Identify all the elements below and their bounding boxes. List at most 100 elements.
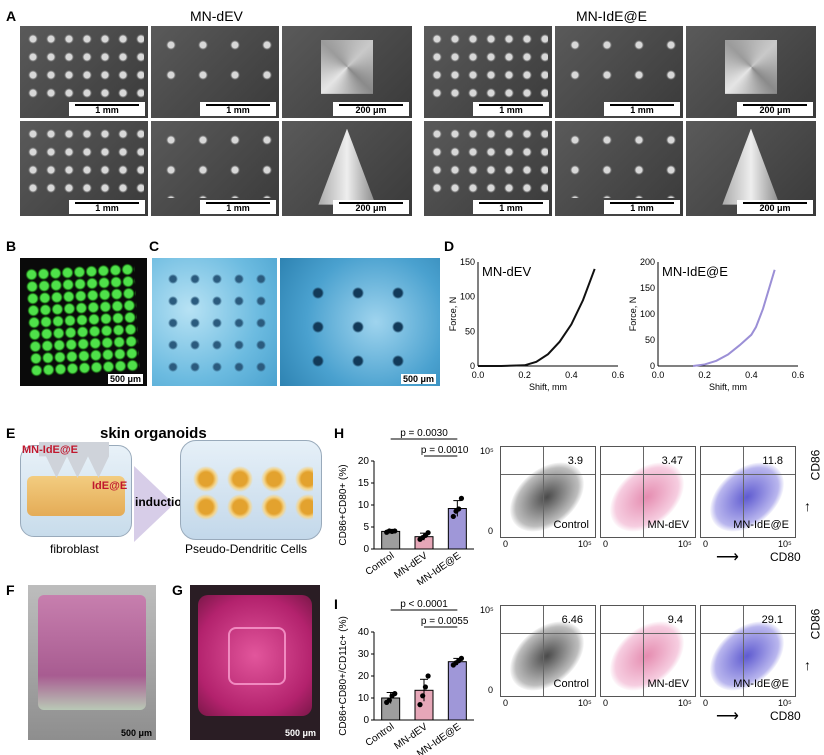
- flow-x-tick: 10⁵: [578, 698, 592, 708]
- up-arrow-icon: ↑: [804, 498, 811, 514]
- flow-plot: 3.9 Control: [500, 446, 596, 538]
- gate-percentage: 9.4: [667, 614, 683, 626]
- scale-bar: 200 μm: [333, 102, 409, 116]
- microneedle-closeup: [321, 40, 373, 94]
- scale-bar: 1 mm: [604, 200, 680, 214]
- y-tick-label: 20: [358, 671, 370, 682]
- flow-x-tick: 0: [703, 539, 709, 549]
- scale-bar: 200 μm: [737, 200, 813, 214]
- force-curve: [692, 269, 776, 367]
- data-point: [392, 691, 398, 697]
- gate-line: [701, 633, 795, 634]
- gate-percentage: 3.47: [661, 455, 683, 467]
- y-tick-label: 100: [460, 292, 475, 302]
- p-value-label: p = 0.0010: [421, 445, 469, 456]
- data-point: [422, 684, 428, 690]
- sem-image: 1 mm: [20, 26, 148, 118]
- flow-x-tick: 10⁵: [778, 698, 792, 708]
- microneedle-array: [428, 30, 548, 100]
- microneedle-closeup: [318, 128, 376, 205]
- flow-x-tick: 0: [503, 698, 509, 708]
- data-point: [386, 697, 392, 703]
- gate-line: [743, 606, 745, 696]
- x-tick-label: 0.0: [472, 370, 485, 380]
- bar: [447, 661, 467, 721]
- data-point: [458, 655, 465, 661]
- dendritic-cells: [189, 465, 313, 521]
- sample-label: MN-dEV: [647, 678, 689, 690]
- data-point: [392, 528, 398, 534]
- microneedle-array: [155, 125, 275, 198]
- flow-x-tick: 10⁵: [678, 539, 692, 549]
- sem-image: 1 mm: [424, 121, 552, 216]
- microneedle-closeup: [725, 40, 777, 94]
- microneedle-array: [428, 125, 548, 198]
- x-tick-label: 0.6: [612, 370, 625, 380]
- y-tick-label: 0: [470, 361, 475, 371]
- scale-bar: 1 mm: [473, 200, 549, 214]
- x-tick-label: 0.6: [792, 370, 805, 380]
- y-tick-label: 0: [363, 544, 369, 555]
- sample-label: MN-dEV: [647, 519, 689, 531]
- sem-image: 1 mm: [424, 26, 552, 118]
- gate-line: [601, 633, 695, 634]
- x-axis-label: Shift, mm: [709, 382, 747, 392]
- gate-line: [743, 447, 745, 537]
- flow-x-tick: 0: [703, 698, 709, 708]
- scale-bar: 200 μm: [737, 102, 813, 116]
- flow-y-axis-label: CD86: [808, 449, 823, 481]
- organoid-dish-right: [180, 440, 322, 540]
- fibroblast-layer: [27, 476, 125, 516]
- organoid-dish-left: [20, 442, 132, 537]
- gate-percentage: 11.8: [762, 455, 783, 467]
- panel-label-g: G: [172, 582, 183, 598]
- sample-label: Control: [553, 678, 589, 690]
- y-tick-label: 150: [640, 283, 655, 293]
- y-tick-label: 15: [358, 478, 370, 489]
- skin-puncture-marks: [162, 268, 267, 376]
- flow-plot: 29.1 MN-IdE@E: [700, 605, 796, 697]
- y-axis-label: Force, N: [628, 297, 638, 332]
- flow-x-tick: 0: [603, 539, 609, 549]
- flow-x-tick: 10⁵: [678, 698, 692, 708]
- sem-image: 1 mm: [151, 121, 279, 216]
- scale-bar: 1 mm: [200, 102, 276, 116]
- p-value-label: p < 0.0001: [400, 599, 448, 610]
- force-shift-charts: 0.0 0.2 0.4 0.6 0 50 100 150 Shift, mm Force, N MN…: [448, 257, 805, 392]
- panel-label-f: F: [6, 582, 15, 598]
- pseudo-dc-caption: Pseudo-Dendritic Cells: [185, 542, 308, 556]
- flow-y-tick: 0: [488, 685, 494, 695]
- data-point: [450, 513, 456, 520]
- scale-bar-b: 500 μm: [107, 374, 143, 384]
- x-tick-label: 0.4: [745, 370, 758, 380]
- ide-label: IdE@E: [92, 480, 128, 492]
- flow-x-tick: 0: [503, 539, 509, 549]
- flow-x-axis-label: CD80: [770, 550, 801, 564]
- sem-image: 1 mm: [555, 26, 683, 118]
- y-tick-label: 10: [358, 500, 370, 511]
- scale-bar: 1 mm: [200, 200, 276, 214]
- bar: [381, 530, 401, 550]
- gate-line: [601, 474, 695, 475]
- scale-bar: 1 mm: [69, 200, 145, 214]
- y-tick-label: 150: [460, 257, 475, 267]
- y-tick-label: 50: [645, 335, 655, 345]
- y-axis-label: CD86+CD80+ (%): [338, 464, 349, 545]
- skin-puncture-marks: [298, 276, 422, 368]
- gate-percentage: 29.1: [761, 614, 783, 626]
- panel-label-d: D: [444, 238, 455, 254]
- sem-image: 200 μm: [686, 26, 816, 118]
- gate-line: [501, 633, 595, 634]
- flow-plot: 11.8 MN-IdE@E: [700, 446, 796, 538]
- data-point: [456, 506, 462, 512]
- mn-ide-label: MN-IdE@E: [22, 444, 78, 456]
- gate-line: [543, 447, 545, 537]
- data-point: [458, 495, 465, 501]
- group-title-mn-dev: MN-dEV: [190, 8, 243, 24]
- gate-percentage: 6.46: [561, 614, 583, 626]
- scale-bar: 1 mm: [69, 102, 145, 116]
- data-point: [425, 530, 431, 536]
- scale-bar-f: 500 μm: [120, 728, 152, 738]
- flow-x-tick: 10⁵: [578, 539, 592, 549]
- right-arrow-icon: ⟶: [716, 708, 739, 725]
